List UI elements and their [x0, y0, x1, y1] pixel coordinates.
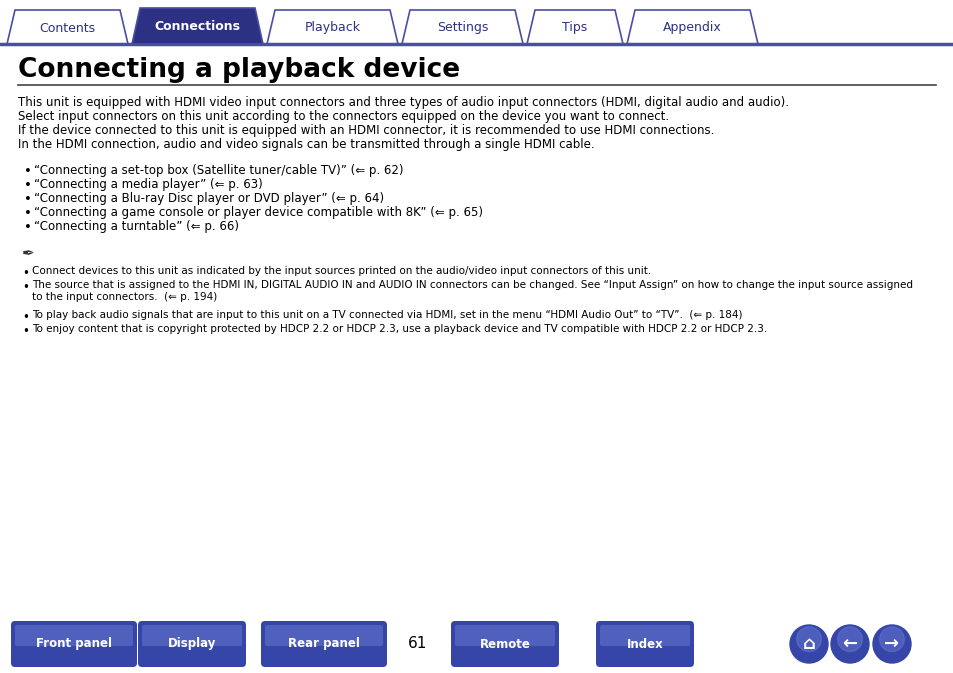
Text: Index: Index [626, 637, 662, 651]
Text: •: • [24, 193, 31, 206]
FancyBboxPatch shape [138, 621, 246, 667]
Text: •: • [22, 325, 29, 338]
Text: •: • [24, 221, 31, 234]
Polygon shape [526, 10, 622, 44]
Text: ✒: ✒ [22, 246, 34, 261]
Text: to the input connectors.  (⇐ p. 194): to the input connectors. (⇐ p. 194) [32, 292, 217, 302]
Circle shape [796, 627, 821, 651]
Text: ⌂: ⌂ [801, 635, 815, 653]
Circle shape [837, 627, 862, 651]
Text: •: • [22, 267, 29, 280]
Text: Connections: Connections [154, 20, 240, 34]
Text: “Connecting a Blu-ray Disc player or DVD player” (⇐ p. 64): “Connecting a Blu-ray Disc player or DVD… [34, 192, 384, 205]
Text: This unit is equipped with HDMI video input connectors and three types of audio : This unit is equipped with HDMI video in… [18, 96, 788, 109]
Text: Connecting a playback device: Connecting a playback device [18, 57, 459, 83]
Text: •: • [22, 311, 29, 324]
Text: Select input connectors on this unit according to the connectors equipped on the: Select input connectors on this unit acc… [18, 110, 668, 123]
Text: 61: 61 [408, 637, 427, 651]
Text: Settings: Settings [436, 22, 488, 34]
FancyBboxPatch shape [15, 625, 132, 646]
Text: Display: Display [168, 637, 216, 651]
FancyBboxPatch shape [142, 625, 242, 646]
FancyBboxPatch shape [599, 625, 689, 646]
Text: “Connecting a game console or player device compatible with 8K” (⇐ p. 65): “Connecting a game console or player dev… [34, 206, 482, 219]
Text: Connect devices to this unit as indicated by the input sources printed on the au: Connect devices to this unit as indicate… [32, 266, 651, 276]
Text: •: • [24, 207, 31, 220]
FancyBboxPatch shape [261, 621, 387, 667]
Text: Front panel: Front panel [36, 637, 112, 651]
Text: If the device connected to this unit is equipped with an HDMI connector, it is r: If the device connected to this unit is … [18, 124, 714, 137]
Text: •: • [22, 281, 29, 294]
Text: “Connecting a turntable” (⇐ p. 66): “Connecting a turntable” (⇐ p. 66) [34, 220, 239, 233]
Text: •: • [24, 165, 31, 178]
FancyBboxPatch shape [265, 625, 382, 646]
Polygon shape [626, 10, 758, 44]
Text: Playback: Playback [304, 22, 360, 34]
Text: Rear panel: Rear panel [288, 637, 359, 651]
Text: Remote: Remote [479, 637, 530, 651]
Text: ←: ← [841, 635, 857, 653]
Circle shape [789, 625, 827, 663]
FancyBboxPatch shape [596, 621, 693, 667]
Text: The source that is assigned to the HDMI IN, DIGITAL AUDIO IN and AUDIO IN connec: The source that is assigned to the HDMI … [32, 280, 912, 290]
Circle shape [872, 625, 910, 663]
Text: Appendix: Appendix [662, 22, 721, 34]
Text: In the HDMI connection, audio and video signals can be transmitted through a sin: In the HDMI connection, audio and video … [18, 138, 594, 151]
Circle shape [879, 627, 903, 651]
Text: “Connecting a set-top box (Satellite tuner/cable TV)” (⇐ p. 62): “Connecting a set-top box (Satellite tun… [34, 164, 403, 177]
Polygon shape [132, 8, 263, 44]
Text: →: → [883, 635, 899, 653]
FancyBboxPatch shape [11, 621, 137, 667]
Text: To enjoy content that is copyright protected by HDCP 2.2 or HDCP 2.3, use a play: To enjoy content that is copyright prote… [32, 324, 766, 334]
Text: Tips: Tips [561, 22, 587, 34]
Text: Contents: Contents [39, 22, 95, 34]
Circle shape [830, 625, 868, 663]
Polygon shape [7, 10, 128, 44]
Text: •: • [24, 179, 31, 192]
FancyBboxPatch shape [451, 621, 558, 667]
Text: “Connecting a media player” (⇐ p. 63): “Connecting a media player” (⇐ p. 63) [34, 178, 262, 191]
Polygon shape [401, 10, 522, 44]
Polygon shape [267, 10, 397, 44]
FancyBboxPatch shape [455, 625, 555, 646]
Text: To play back audio signals that are input to this unit on a TV connected via HDM: To play back audio signals that are inpu… [32, 310, 741, 320]
